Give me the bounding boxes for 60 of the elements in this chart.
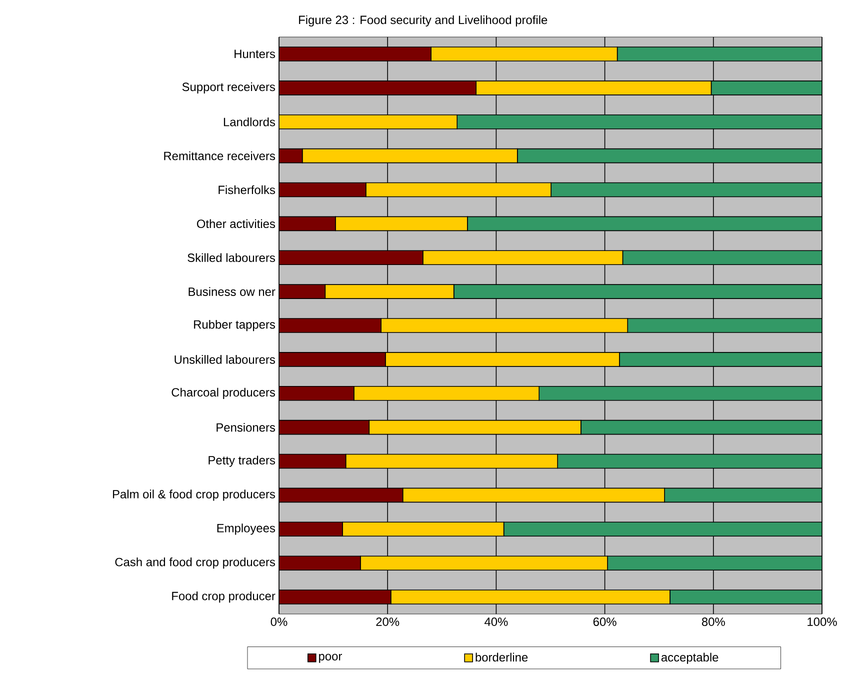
x-tick-label: 60%	[593, 618, 616, 626]
y-tick-label: Unskilled labourers	[174, 355, 276, 364]
y-tick-label: Rubber tappers	[194, 320, 276, 332]
bar	[279, 216, 336, 232]
legend-label: borderline	[476, 652, 528, 662]
x-tick-label: 0%	[270, 618, 288, 626]
bar	[279, 80, 477, 96]
legend-label: acceptable	[661, 652, 718, 664]
bar	[279, 556, 361, 570]
bar	[368, 420, 582, 435]
bar	[380, 318, 628, 333]
bar	[335, 216, 468, 232]
bar	[354, 386, 540, 401]
bar	[279, 488, 404, 503]
bar	[279, 522, 343, 537]
y-tick-label: Remittance receivers	[164, 151, 276, 160]
y-tick-label: Support receivers	[182, 82, 276, 94]
bar	[390, 590, 670, 604]
y-tick-label: Food crop producer	[172, 591, 276, 603]
bar	[476, 80, 712, 96]
bar	[279, 114, 458, 130]
bar	[345, 454, 558, 469]
y-tick-label: Pensioners	[216, 422, 276, 432]
y-tick-label: Skilled labourers	[188, 253, 276, 262]
y-tick-label: Fisherfolks	[218, 185, 276, 194]
x-tick-label: 20%	[376, 618, 400, 626]
bar	[279, 148, 303, 164]
bar	[279, 46, 432, 62]
bar	[422, 250, 624, 266]
bar	[279, 182, 366, 198]
y-tick-label: Cash and food crop producers	[115, 558, 276, 569]
bar	[360, 556, 608, 570]
y-tick-label: Charcoal producers	[172, 388, 276, 399]
y-tick-label: Petty traders	[208, 456, 276, 467]
y-tick-label: Business ow ner	[188, 287, 276, 296]
bar	[279, 420, 370, 435]
y-tick-label: Landlords	[224, 117, 276, 126]
bar	[279, 454, 346, 469]
bar	[279, 250, 424, 266]
chart-title: Figure 23 : Food security and Livelihood profile	[299, 15, 548, 27]
x-tick-label: 80%	[702, 618, 725, 626]
bar	[342, 522, 504, 537]
y-tick-label: Palm oil & food crop producers	[112, 490, 276, 501]
bar	[430, 46, 618, 62]
bar	[279, 318, 382, 333]
bar	[279, 590, 392, 604]
bar	[402, 488, 665, 503]
bar	[302, 148, 518, 164]
y-tick-label: Hunters	[234, 50, 276, 58]
y-tick-label: Other activities	[196, 219, 276, 228]
bar	[279, 352, 386, 367]
x-tick-label: 40%	[484, 618, 508, 626]
bar	[365, 182, 552, 198]
bar	[324, 284, 454, 299]
legend-label: poor	[319, 654, 342, 663]
y-tick-label: Employees	[217, 524, 276, 535]
bar	[279, 386, 354, 401]
bar	[385, 352, 620, 367]
x-tick-label: 100%	[808, 618, 837, 626]
bar	[279, 284, 326, 299]
